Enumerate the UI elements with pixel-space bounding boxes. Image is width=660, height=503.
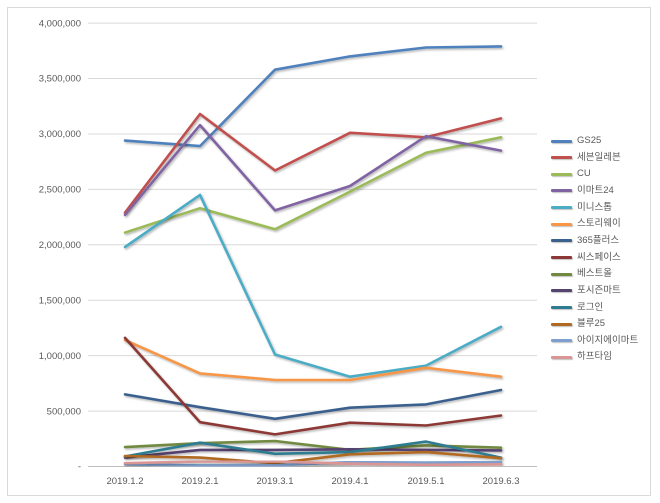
x-tick-label: 2019.3.1	[257, 476, 294, 487]
legend-swatch-line-icon	[551, 189, 572, 193]
legend-swatch-line-icon	[551, 272, 572, 276]
series-line-5	[123, 338, 503, 382]
legend-item: GS25	[551, 134, 601, 148]
legend-item: 이마트24	[551, 184, 614, 198]
legend-label: 365플러스	[577, 234, 620, 246]
legend-label: CU	[577, 168, 591, 180]
legend-label: 스토리웨이	[577, 218, 621, 230]
legend-label: 세븐일레븐	[577, 151, 621, 163]
legend-item: 블루25	[551, 317, 605, 331]
x-tick-label: 2019.4.1	[332, 476, 369, 487]
legend-item: 세븐일레븐	[551, 151, 621, 165]
series-line-4	[123, 193, 503, 379]
legend-label: 블루25	[577, 318, 606, 330]
legend-swatch-line-icon	[551, 172, 572, 176]
legend-item: 하프타임	[551, 350, 612, 364]
x-axis-tick-labels: 2019.1.2 2019.2.1 2019.3.1 2019.4.1 2019.5.1…	[107, 476, 520, 487]
legend-label: 로그인	[577, 301, 604, 313]
series-line-10	[123, 440, 503, 459]
series-line-2	[123, 136, 503, 234]
series-line-3	[123, 123, 503, 217]
series-line-9	[123, 447, 503, 459]
legend-swatch-line-icon	[551, 206, 572, 210]
legend-swatch-line-icon	[551, 256, 572, 259]
legend-swatch-line-icon	[551, 355, 572, 359]
gridlines	[88, 22, 537, 467]
series-line-0	[123, 45, 503, 148]
series-line-11	[123, 450, 503, 465]
legend-swatch-line-icon	[551, 322, 572, 326]
series-line-7	[123, 336, 503, 436]
legend-label: 이마트24	[577, 184, 614, 196]
series-line-13	[123, 460, 503, 467]
y-tick-label: -	[78, 462, 81, 473]
legend-swatch-line-icon	[551, 306, 572, 309]
chart-frame-border	[7, 7, 651, 496]
legend-item: 씨스페이스	[551, 251, 621, 265]
legend-swatch-line-icon	[551, 239, 572, 243]
legend-item: 포시즌마트	[551, 284, 621, 298]
legend-item: 베스트올	[551, 267, 612, 281]
y-tick-label: 1,500,000	[39, 295, 81, 306]
series-line-1	[123, 112, 503, 214]
legend-item: 스토리웨이	[551, 217, 621, 231]
y-axis-tick-labels: - 500,000 1,000,000 1,500,000 2,000,000 2,500…	[39, 18, 81, 472]
legend-swatch-line-icon	[551, 339, 572, 343]
legend-label: 하프타임	[577, 351, 612, 363]
legend-swatch-line-icon	[551, 222, 572, 226]
legend-swatch-line-icon	[551, 156, 572, 160]
legend-swatch-line-icon	[551, 289, 572, 293]
series-lines	[123, 45, 503, 467]
y-tick-label: 3,500,000	[39, 74, 81, 85]
y-tick-label: 4,000,000	[39, 18, 81, 29]
legend-item: 미니스톱	[551, 201, 612, 215]
x-tick-label: 2019.6.3	[483, 476, 520, 487]
x-tick-label: 2019.1.2	[107, 476, 144, 487]
legend-label: 베스트올	[577, 268, 612, 280]
x-tick-label: 2019.2.1	[182, 476, 219, 487]
y-tick-label: 2,500,000	[39, 185, 81, 196]
legend-swatch-line-icon	[551, 139, 572, 143]
legend-item: 로그인	[551, 301, 603, 315]
series-line-6	[123, 388, 503, 421]
x-tick-label: 2019.5.1	[408, 476, 445, 487]
y-tick-label: 500,000	[47, 406, 81, 417]
y-tick-label: 3,000,000	[39, 129, 81, 140]
legend-label: 씨스페이스	[577, 251, 621, 263]
legend-item: 아이지에이마트	[551, 334, 638, 348]
legend-item: CU	[551, 167, 591, 181]
y-tick-label: 2,000,000	[39, 240, 81, 251]
legend-label: 포시즌마트	[577, 284, 621, 296]
legend-label: 미니스톱	[577, 201, 612, 213]
legend-label: 아이지에이마트	[577, 334, 639, 346]
y-tick-label: 1,000,000	[39, 351, 81, 362]
legend-item: 365플러스	[551, 234, 619, 248]
legend-label: GS25	[577, 135, 602, 146]
